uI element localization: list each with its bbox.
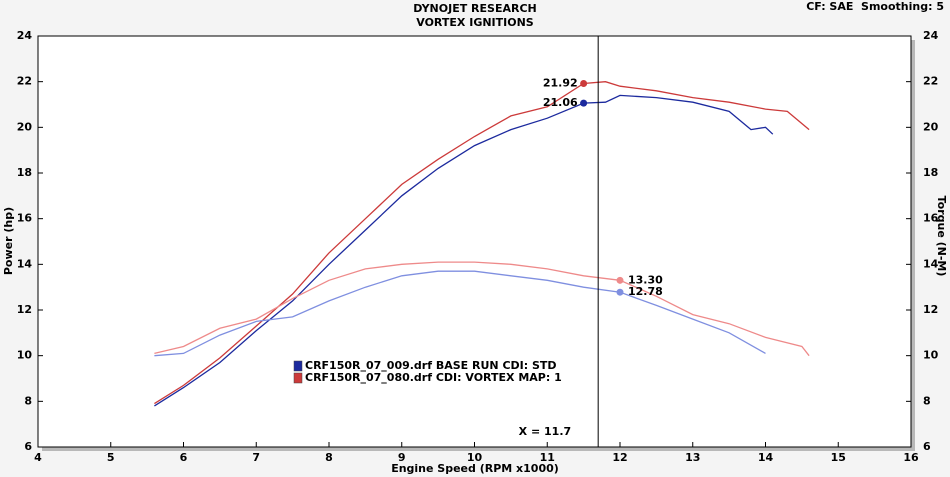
reading-marker xyxy=(580,79,588,87)
legend-label: CRF150R_07_009.drf BASE RUN CDI: STD xyxy=(305,359,557,372)
x-tick-label: 14 xyxy=(758,451,774,464)
legend-swatch xyxy=(293,360,303,372)
y2-tick-label: 24 xyxy=(923,29,939,42)
y2-tick-label: 18 xyxy=(923,166,938,179)
y2-tick-label: 22 xyxy=(923,75,938,88)
x-tick-label: 13 xyxy=(685,451,700,464)
x-tick-label: 15 xyxy=(831,451,846,464)
reading-label: 13.30 xyxy=(628,273,663,286)
y2-tick-label: 14 xyxy=(923,257,939,270)
reading-marker xyxy=(616,276,624,284)
y-tick-label: 6 xyxy=(24,440,32,453)
y-axis-label: Power (hp) xyxy=(2,207,15,275)
y2-tick-label: 8 xyxy=(923,394,931,407)
x-tick-label: 11 xyxy=(540,451,555,464)
x-tick-label: 10 xyxy=(467,451,483,464)
y-tick-label: 24 xyxy=(17,29,33,42)
settings-label: CF: SAE Smoothing: 5 xyxy=(806,0,944,13)
y-tick-label: 12 xyxy=(17,303,32,316)
x-tick-label: 7 xyxy=(252,451,260,464)
y2-tick-label: 16 xyxy=(923,212,939,225)
y-tick-label: 16 xyxy=(17,212,33,225)
x-tick-label: 4 xyxy=(34,451,42,464)
y-tick-label: 20 xyxy=(17,120,33,133)
series-line xyxy=(154,270,766,357)
x-tick-label: 16 xyxy=(903,451,919,464)
y2-tick-label: 20 xyxy=(923,120,939,133)
x-tick-label: 9 xyxy=(398,451,406,464)
reading-marker xyxy=(580,99,588,107)
x-tick-label: 5 xyxy=(107,451,115,464)
x-tick-label: 12 xyxy=(612,451,627,464)
series-line xyxy=(154,94,774,407)
y-tick-label: 10 xyxy=(17,349,33,362)
cursor-label: X = 11.7 xyxy=(519,425,572,438)
x-tick-label: 8 xyxy=(325,451,333,464)
reading-label: 21.06 xyxy=(543,96,578,109)
chart-subtitle: VORTEX IGNITIONS xyxy=(416,16,534,29)
y2-axis-label: Torque (N-M) xyxy=(935,196,948,277)
y2-tick-label: 6 xyxy=(923,440,931,453)
reading-label: 12.78 xyxy=(628,285,663,298)
y2-tick-label: 12 xyxy=(923,303,938,316)
y-tick-label: 18 xyxy=(17,166,32,179)
x-axis-label: Engine Speed (RPM x1000) xyxy=(391,462,559,475)
y2-tick-label: 10 xyxy=(923,349,939,362)
chart-title: DYNOJET RESEARCH xyxy=(413,2,536,15)
legend-swatch xyxy=(293,372,303,384)
series-line xyxy=(154,81,810,405)
reading-label: 21.92 xyxy=(543,76,578,89)
reading-marker xyxy=(616,288,624,296)
y-tick-label: 14 xyxy=(17,257,33,270)
x-tick-label: 6 xyxy=(180,451,188,464)
plot-area xyxy=(37,35,912,448)
legend-label: CRF150R_07_080.drf CDI: VORTEX MAP: 1 xyxy=(305,371,562,384)
y-tick-label: 22 xyxy=(17,75,32,88)
y-tick-label: 8 xyxy=(24,394,32,407)
series-line xyxy=(154,261,810,357)
